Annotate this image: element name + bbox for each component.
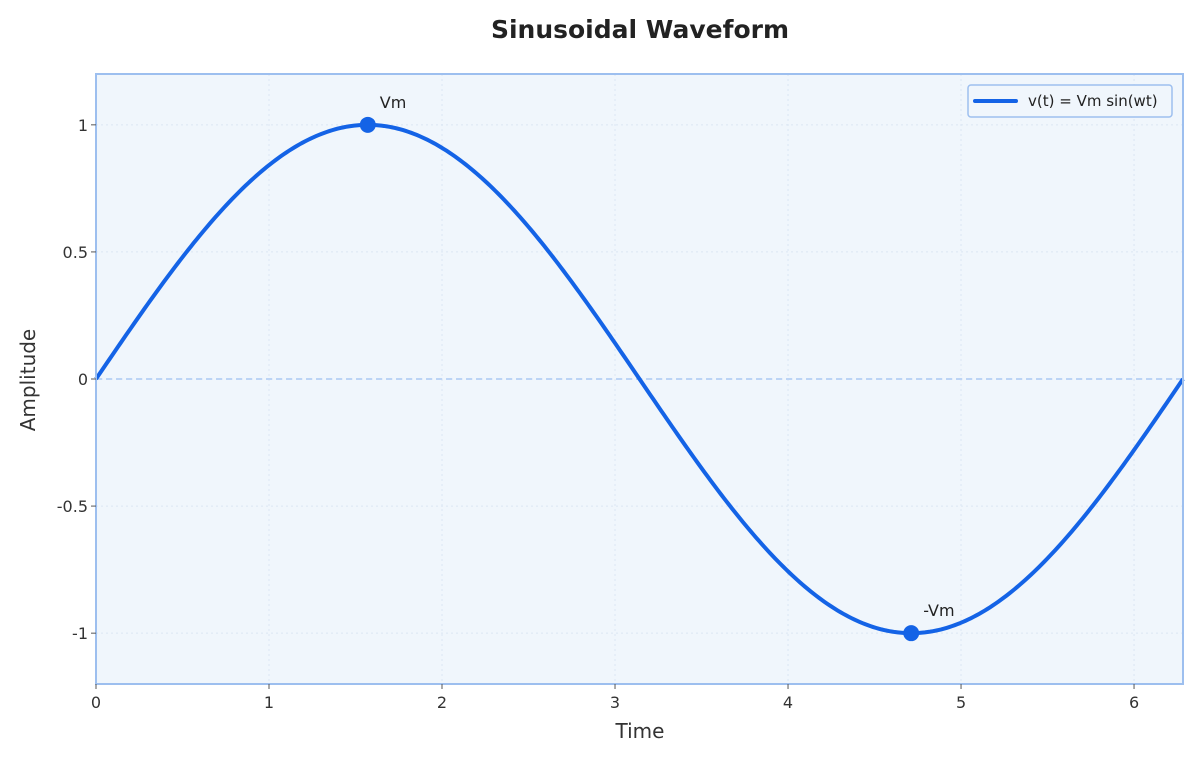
annotation-label: -Vm <box>923 601 954 620</box>
ticks: 0 1 2 3 4 5 6 1 0.5 0 -0.5 -1 <box>57 116 1139 712</box>
y-axis-label: Amplitude <box>16 329 40 432</box>
x-tick-label: 6 <box>1129 693 1139 712</box>
y-tick-label: -0.5 <box>57 497 88 516</box>
legend-box <box>967 84 1173 118</box>
y-tick-label: 0 <box>78 370 88 389</box>
markers: Vm -Vm <box>359 93 955 642</box>
y-tick-label: -1 <box>72 624 88 643</box>
chart-title: Sinusoidal Waveform <box>491 15 789 44</box>
x-tick-label: 4 <box>783 693 793 712</box>
y-tick-label: 1 <box>78 116 88 135</box>
x-tick-label: 2 <box>437 693 447 712</box>
annotation-label: Vm <box>380 93 407 112</box>
x-axis-label: Time <box>615 719 665 743</box>
x-tick-label: 1 <box>264 693 274 712</box>
x-tick-label: 3 <box>610 693 620 712</box>
annotation-marker <box>359 116 376 133</box>
x-tick-label: 0 <box>91 693 101 712</box>
legend: v(t) = Vm sin(wt) <box>967 84 1173 118</box>
annotation-marker <box>903 625 920 642</box>
series-line <box>94 122 1185 636</box>
legend-label: v(t) = Vm sin(wt) <box>1028 92 1158 110</box>
x-tick-label: 5 <box>956 693 966 712</box>
y-tick-label: 0.5 <box>63 243 88 262</box>
